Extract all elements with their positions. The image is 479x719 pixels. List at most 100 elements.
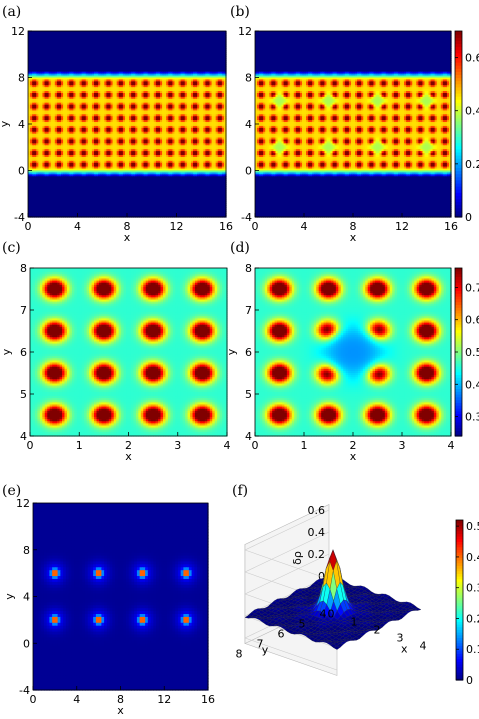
heatmap-cell (71, 40, 74, 44)
heatmap-cell (114, 58, 118, 61)
heatmap-cell (172, 54, 176, 57)
heatmap-cell (127, 46, 130, 50)
heatmap-cell (174, 71, 178, 75)
heatmap-cell (160, 63, 163, 67)
heatmap-cell (145, 75, 149, 79)
heatmap-cell (188, 48, 192, 51)
heatmap-cell (164, 38, 167, 42)
heatmap-cell (71, 73, 74, 77)
heatmap-cell (79, 52, 83, 55)
heatmap-cell (75, 40, 79, 44)
heatmap-cell (155, 31, 159, 34)
heatmap-cell (203, 58, 206, 61)
heatmap-cell (28, 77, 31, 81)
heatmap-cell (153, 73, 157, 77)
heatmap-cell (162, 36, 165, 40)
heatmap-cell (180, 77, 184, 81)
heatmap-cell (188, 77, 192, 81)
heatmap-cell (108, 38, 112, 42)
heatmap-cell (221, 71, 225, 75)
heatmap-cell (40, 77, 44, 81)
heatmap-cell (168, 75, 171, 79)
heatmap-cell (46, 69, 50, 73)
heatmap-cell (114, 38, 118, 42)
heatmap-cell (151, 36, 155, 40)
heatmap-cell (213, 54, 217, 57)
heatmap-cell (32, 56, 35, 59)
heatmap-cell (170, 54, 173, 57)
heatmap-cell (77, 69, 81, 73)
heatmap-cell (50, 42, 54, 46)
heatmap-cell (209, 40, 213, 44)
heatmap-cell (75, 54, 79, 57)
heatmap-cell (46, 75, 50, 79)
heatmap-cell (38, 36, 41, 40)
heatmap-cell (63, 40, 66, 44)
heatmap-cell (38, 40, 41, 44)
heatmap-cell (42, 65, 46, 69)
heatmap-cell (151, 34, 155, 38)
heatmap-cell (188, 65, 192, 69)
heatmap-cell (104, 52, 107, 55)
heatmap-cell (34, 32, 37, 36)
heatmap-cell (38, 67, 41, 71)
heatmap-cell (201, 58, 204, 61)
heatmap-cell (217, 42, 221, 46)
heatmap-cell (139, 44, 143, 48)
heatmap-cell (36, 69, 39, 73)
heatmap-cell (54, 58, 58, 61)
heatmap-cell (186, 31, 190, 34)
heatmap-cell (79, 44, 83, 48)
heatmap-cell (58, 44, 62, 48)
heatmap-cell (102, 75, 105, 79)
heatmap-cell (50, 31, 54, 34)
heatmap-cell (157, 73, 161, 77)
heatmap-cell (34, 34, 37, 38)
heatmap-cell (102, 31, 105, 34)
heatmap-cell (89, 60, 93, 63)
heatmap-cell (100, 42, 103, 46)
heatmap-cell (94, 60, 97, 63)
heatmap-cell (87, 54, 91, 57)
heatmap-cell (58, 73, 62, 77)
heatmap-cell (42, 71, 46, 75)
heatmap-cell (223, 58, 227, 61)
heatmap-cell (30, 36, 33, 40)
heatmap-cell (188, 34, 192, 38)
heatmap-cell (166, 31, 169, 34)
heatmap-cell (124, 50, 128, 53)
heatmap-cell (91, 31, 95, 34)
heatmap-cell (73, 69, 77, 73)
heatmap-cell (160, 69, 163, 73)
heatmap-cell (58, 77, 62, 81)
heatmap-cell (77, 71, 81, 75)
heatmap-cell (58, 52, 62, 55)
heatmap-cell (40, 63, 44, 67)
heatmap-cell (174, 56, 178, 59)
heatmap-cell (87, 63, 91, 67)
heatmap-cell (164, 46, 167, 50)
heatmap-cell (197, 42, 200, 46)
heatmap-cell (102, 52, 105, 55)
heatmap-cell (176, 60, 180, 63)
heatmap-cell (77, 77, 81, 81)
heatmap-cell (69, 34, 72, 38)
heatmap-cell (186, 46, 190, 50)
heatmap-cell (54, 44, 58, 48)
heatmap-cell (131, 71, 134, 75)
heatmap-cell (114, 42, 118, 46)
heatmap-cell (207, 31, 211, 34)
heatmap-cell (58, 38, 62, 42)
heatmap-cell (180, 40, 184, 44)
heatmap-cell (85, 67, 89, 71)
heatmap-cell (94, 50, 97, 53)
heatmap-cell (44, 48, 48, 51)
heatmap-cell (203, 50, 206, 53)
heatmap-cell (48, 75, 52, 79)
heatmap-cell (61, 62, 64, 65)
heatmap-cell (207, 50, 211, 53)
heatmap-cell (166, 40, 169, 44)
heatmap-cell (174, 34, 178, 38)
heatmap-cell (213, 77, 217, 81)
heatmap-cell (137, 77, 140, 81)
